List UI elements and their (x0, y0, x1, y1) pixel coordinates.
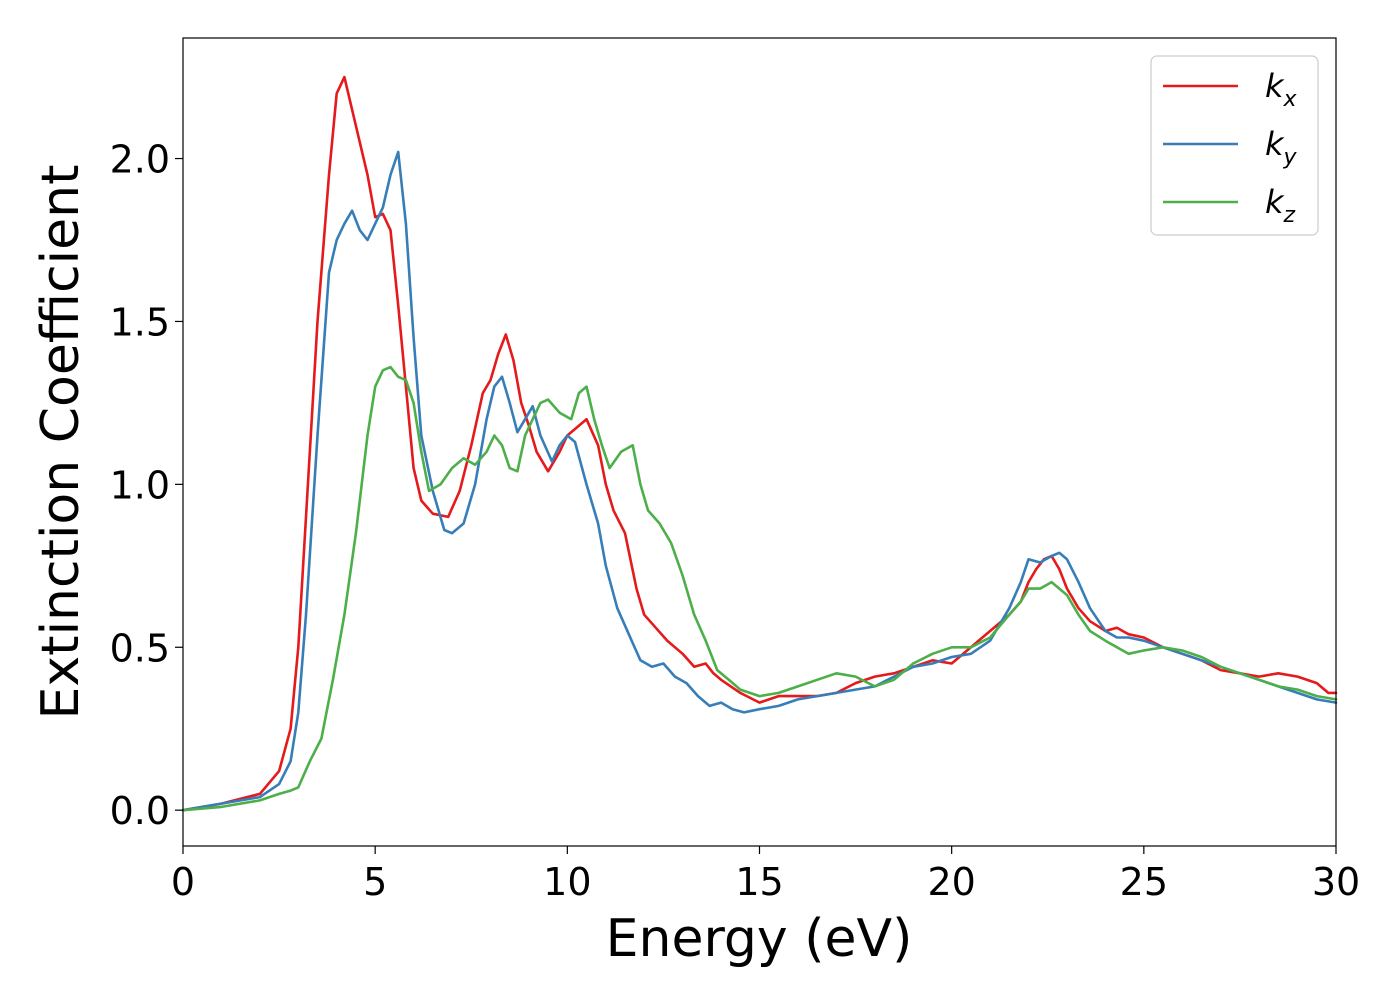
x-tick-label: 10 (543, 860, 591, 904)
legend-box (1150, 55, 1319, 236)
legend: kx ky kz (1150, 55, 1319, 236)
legend-label-kx: kx (1265, 67, 1298, 112)
y-axis-label: Extinction Coefficient (31, 165, 91, 720)
y-axis: 0.0 0.5 1.0 1.5 2.0 (110, 138, 183, 833)
series-layer (181, 75, 1338, 812)
x-tick-label: 0 (171, 860, 195, 904)
y-tick-label: 0.0 (110, 789, 170, 833)
y-tick-label: 1.0 (110, 463, 170, 507)
x-tick-label: 30 (1312, 860, 1360, 904)
series-line-kx (181, 75, 1338, 812)
y-tick-label: 1.5 (110, 300, 170, 344)
series-line-ky (181, 150, 1338, 812)
y-tick-label: 2.0 (110, 138, 170, 182)
x-tick-label: 25 (1120, 860, 1168, 904)
legend-label-ky: ky (1265, 125, 1298, 170)
series-line-kz (181, 365, 1338, 812)
x-tick-label: 20 (927, 860, 975, 904)
x-tick-label: 5 (363, 860, 387, 904)
x-axis: 0 5 10 15 20 25 30 (171, 846, 1360, 904)
x-tick-label: 15 (735, 860, 783, 904)
legend-label-kz: kz (1265, 183, 1296, 228)
y-tick-label: 0.5 (110, 626, 170, 670)
x-axis-label: Energy (eV) (606, 909, 913, 969)
